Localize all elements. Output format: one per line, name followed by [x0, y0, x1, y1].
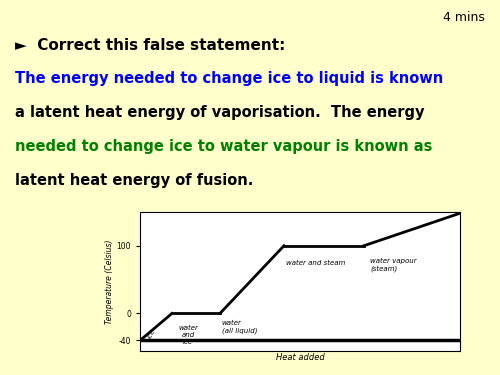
Text: a latent heat energy of vaporisation.  The energy: a latent heat energy of vaporisation. Th… [15, 105, 424, 120]
Text: water and steam: water and steam [286, 260, 346, 266]
Text: ►  Correct this false statement:: ► Correct this false statement: [15, 38, 285, 52]
Text: water
(all liquid): water (all liquid) [222, 320, 257, 334]
Text: latent heat energy of fusion.: latent heat energy of fusion. [15, 172, 254, 188]
Text: water
and
ice: water and ice [178, 325, 198, 345]
Text: needed to change ice to water vapour is known as: needed to change ice to water vapour is … [15, 139, 432, 154]
X-axis label: Heat added: Heat added [276, 353, 324, 362]
Text: 4 mins: 4 mins [443, 11, 485, 24]
Text: The energy needed to change ice to liquid is known: The energy needed to change ice to liqui… [15, 71, 444, 86]
Text: water vapour
(steam): water vapour (steam) [370, 258, 417, 272]
Text: ice: ice [146, 328, 156, 340]
Y-axis label: Temperature (Celsius): Temperature (Celsius) [104, 239, 114, 324]
